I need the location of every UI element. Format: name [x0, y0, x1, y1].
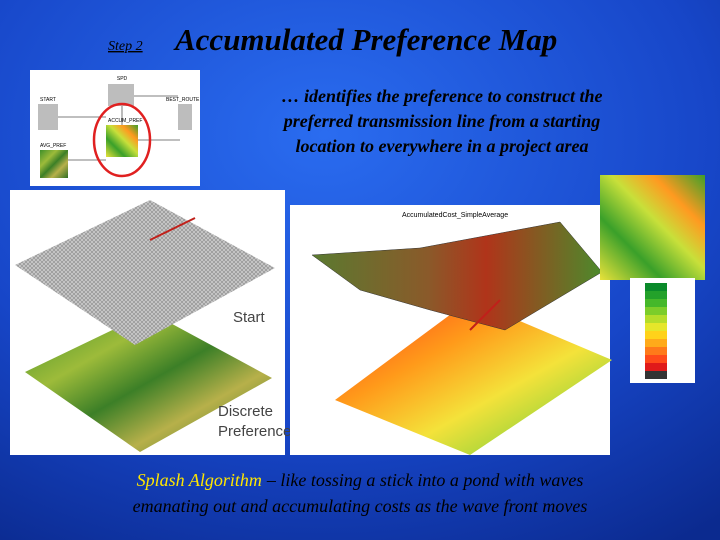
legend-swatch [645, 291, 667, 299]
legend-swatch [645, 283, 667, 291]
flow-label: START [40, 97, 56, 103]
flow-label: AVG_PREF [40, 143, 66, 149]
legend-swatch [645, 371, 667, 379]
caption-line: Splash Algorithm – like tossing a stick i… [137, 470, 584, 490]
legend-swatch [645, 331, 667, 339]
step-label: Step 2 [108, 39, 143, 54]
caption-line: emanating out and accumulating costs as … [133, 496, 588, 516]
flow-label: BEST_ROUTE [166, 97, 200, 103]
description-line: preferred transmission line from a start… [282, 111, 601, 131]
legend-swatch [645, 323, 667, 331]
figure-label: Discrete [218, 403, 273, 420]
plot-title: AccumulatedCost_SimpleAverage [402, 212, 508, 219]
description-line: … identifies the preference to construct… [282, 86, 603, 106]
figure-label: Preference [218, 423, 291, 440]
legend-swatch [645, 307, 667, 315]
contour-inset [600, 175, 705, 280]
flow-label: SPD [117, 76, 128, 82]
caption-highlight: Splash Algorithm [137, 470, 262, 490]
legend-swatch [645, 315, 667, 323]
legend [630, 278, 695, 383]
description-line: location to everywhere in a project area [296, 136, 589, 156]
flowchart: SPD START BEST_ROUTE ACCUM_PREF AVG_PREF [30, 70, 200, 186]
flow-label: ACCUM_PREF [108, 118, 142, 124]
title: Accumulated Preference Map [173, 22, 557, 57]
legend-swatch [645, 347, 667, 355]
figure-label: Start [233, 309, 266, 326]
legend-swatch [645, 363, 667, 371]
caption-text: – like tossing a stick into a pond with … [266, 470, 583, 490]
legend-swatch [645, 299, 667, 307]
legend-swatch [645, 355, 667, 363]
legend-swatch [645, 339, 667, 347]
surface-figure: AccumulatedCost_SimpleAverage [290, 205, 612, 455]
layer-figure: Start Discrete Preference [10, 190, 291, 455]
